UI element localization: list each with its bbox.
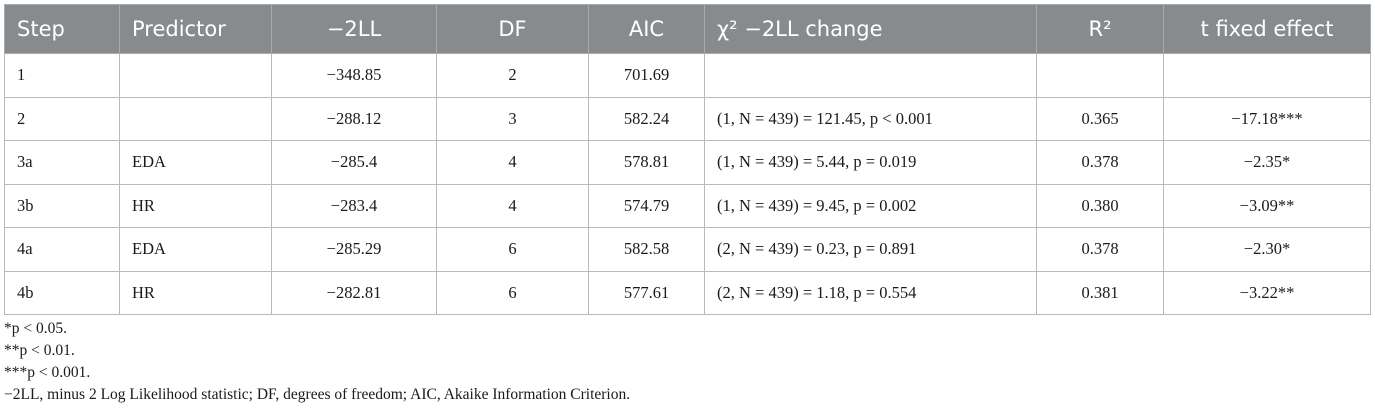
cell-predictor: EDA xyxy=(119,227,272,272)
cell-chi-square-change: (2, N = 439) = 0.23, p = 0.891 xyxy=(704,227,1037,272)
table-row: 3a EDA −285.4 4 578.81 (1, N = 439) = 5.… xyxy=(4,140,1371,185)
cell-step: 3b xyxy=(4,183,120,228)
cell-predictor: HR xyxy=(119,183,272,228)
header-predictor: Predictor xyxy=(119,4,272,54)
table-row: 1 −348.85 2 701.69 xyxy=(4,53,1371,98)
cell-chi-square-change: (1, N = 439) = 9.45, p = 0.002 xyxy=(704,183,1037,228)
header-aic: AIC xyxy=(588,4,705,54)
cell-t-fixed-effect: −17.18*** xyxy=(1163,96,1371,141)
header-step: Step xyxy=(4,4,120,54)
cell-t-fixed-effect: −3.09** xyxy=(1163,183,1371,228)
cell-t-fixed-effect xyxy=(1163,53,1371,98)
cell-t-fixed-effect: −2.35* xyxy=(1163,140,1371,185)
cell-neg2ll: −283.4 xyxy=(271,183,437,228)
footnote-p-005: *p < 0.05. xyxy=(4,320,67,337)
cell-neg2ll: −282.81 xyxy=(271,270,437,315)
cell-df: 4 xyxy=(436,140,589,185)
cell-t-fixed-effect: −2.30* xyxy=(1163,227,1371,272)
cell-neg2ll: −288.12 xyxy=(271,96,437,141)
footnote-p-001: **p < 0.01. xyxy=(4,342,75,359)
cell-r-squared: 0.380 xyxy=(1036,183,1164,228)
cell-aic: 578.81 xyxy=(588,140,705,185)
cell-aic: 701.69 xyxy=(588,53,705,98)
header-neg2ll: −2LL xyxy=(271,4,437,54)
cell-r-squared: 0.365 xyxy=(1036,96,1164,141)
footnote-abbreviations: −2LL, minus 2 Log Likelihood statistic; … xyxy=(4,386,631,403)
cell-df: 4 xyxy=(436,183,589,228)
cell-chi-square-change xyxy=(704,53,1037,98)
table-row: 3b HR −283.4 4 574.79 (1, N = 439) = 9.4… xyxy=(4,183,1371,228)
header-t-fixed-effect: t fixed effect xyxy=(1163,4,1371,54)
cell-chi-square-change: (1, N = 439) = 5.44, p = 0.019 xyxy=(704,140,1037,185)
cell-predictor: HR xyxy=(119,270,272,315)
header-df: DF xyxy=(436,4,589,54)
cell-step: 1 xyxy=(4,53,120,98)
footnote-p-0001: ***p < 0.001. xyxy=(4,364,91,381)
cell-chi-square-change: (2, N = 439) = 1.18, p = 0.554 xyxy=(704,270,1037,315)
cell-step: 4a xyxy=(4,227,120,272)
table-row: 2 −288.12 3 582.24 (1, N = 439) = 121.45… xyxy=(4,96,1371,141)
cell-step: 3a xyxy=(4,140,120,185)
cell-t-fixed-effect: −3.22** xyxy=(1163,270,1371,315)
table-row: 4a EDA −285.29 6 582.58 (2, N = 439) = 0… xyxy=(4,227,1371,272)
table-row: 4b HR −282.81 6 577.61 (2, N = 439) = 1.… xyxy=(4,270,1371,315)
cell-predictor xyxy=(119,53,272,98)
cell-neg2ll: −285.29 xyxy=(271,227,437,272)
cell-r-squared: 0.378 xyxy=(1036,227,1164,272)
header-r-squared: R² xyxy=(1036,4,1164,54)
cell-neg2ll: −348.85 xyxy=(271,53,437,98)
cell-r-squared xyxy=(1036,53,1164,98)
results-table: Step Predictor −2LL DF AIC χ² −2LL chang… xyxy=(4,4,1371,315)
cell-aic: 582.58 xyxy=(588,227,705,272)
cell-step: 4b xyxy=(4,270,120,315)
cell-neg2ll: −285.4 xyxy=(271,140,437,185)
cell-df: 6 xyxy=(436,227,589,272)
header-chi-square-change: χ² −2LL change xyxy=(704,4,1037,54)
header-row: Step Predictor −2LL DF AIC χ² −2LL chang… xyxy=(4,4,1371,54)
cell-step: 2 xyxy=(4,96,120,141)
cell-predictor: EDA xyxy=(119,140,272,185)
cell-aic: 582.24 xyxy=(588,96,705,141)
cell-chi-square-change: (1, N = 439) = 121.45, p < 0.001 xyxy=(704,96,1037,141)
cell-aic: 574.79 xyxy=(588,183,705,228)
cell-df: 6 xyxy=(436,270,589,315)
table-footnotes: *p < 0.05. **p < 0.01. ***p < 0.001. −2L… xyxy=(4,318,630,406)
cell-predictor xyxy=(119,96,272,141)
cell-df: 3 xyxy=(436,96,589,141)
cell-r-squared: 0.378 xyxy=(1036,140,1164,185)
cell-aic: 577.61 xyxy=(588,270,705,315)
cell-r-squared: 0.381 xyxy=(1036,270,1164,315)
cell-df: 2 xyxy=(436,53,589,98)
